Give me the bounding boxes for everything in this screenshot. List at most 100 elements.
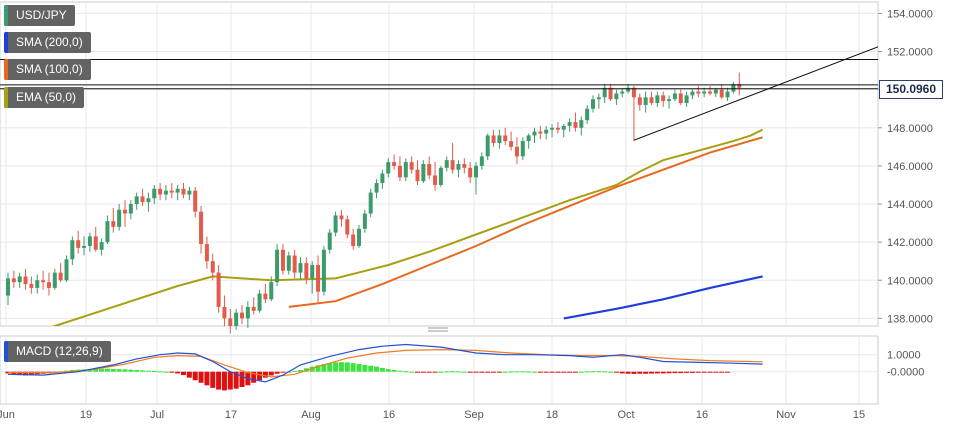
macd-histogram-bar [631, 371, 637, 374]
candle-body [251, 306, 256, 311]
candle-body [245, 306, 250, 319]
macd-histogram-bar [338, 362, 344, 372]
candle-body [479, 156, 484, 166]
candle-body [163, 190, 168, 195]
macd-histogram-bar [28, 371, 34, 376]
candle-body [708, 91, 712, 94]
candle-body [216, 272, 221, 307]
candle-body [257, 293, 262, 311]
legend-sma200-swatch [4, 32, 8, 53]
macd-histogram-bar [713, 371, 719, 373]
candle-body [573, 122, 578, 128]
candle-body [684, 95, 689, 104]
macd-histogram-bar [385, 369, 391, 372]
macd-histogram-bar [584, 371, 590, 373]
macd-pane-frame [0, 335, 879, 405]
candle-body [421, 164, 426, 182]
macd-histogram-bar [467, 371, 473, 373]
macd-histogram-bar [613, 371, 619, 373]
candle-body [351, 234, 356, 246]
macd-histogram-bar [309, 366, 315, 372]
candle-body [275, 249, 280, 283]
candle-body [450, 160, 455, 170]
legend-sma100-label: SMA (100,0) [16, 62, 83, 76]
candle-body [585, 108, 590, 121]
x-tick-label: Sep [464, 409, 484, 421]
x-tick-label: Oct [617, 409, 634, 421]
macd-histogram-bar [262, 371, 268, 378]
y-tick-label: 148.0000 [887, 123, 933, 135]
macd-histogram-bar [344, 362, 350, 372]
candle-body [725, 91, 730, 98]
candle-body [544, 129, 549, 134]
legend-macd-swatch [4, 341, 8, 362]
macd-histogram-bar [479, 371, 485, 373]
candle-body [87, 236, 92, 246]
candle-body [713, 89, 718, 94]
candle-body [52, 272, 57, 288]
macd-histogram-bar [695, 371, 701, 373]
macd-histogram-bar [298, 370, 303, 372]
macd-histogram-bar [104, 368, 110, 372]
candle-body [64, 259, 69, 281]
macd-histogram-bar [379, 367, 385, 372]
macd-histogram-bar [17, 371, 23, 376]
macd-histogram-bar [461, 371, 467, 373]
macd-histogram-bar [485, 371, 491, 373]
y-tick-label: 142.0000 [887, 237, 933, 249]
macd-histogram-bar [239, 371, 245, 387]
candle-body [35, 280, 40, 288]
macd-y-tick-label: 1.0000 [887, 350, 921, 362]
legend-macd[interactable]: MACD (12,26,9) [4, 341, 111, 362]
candle-body [292, 255, 297, 273]
candle-body [532, 131, 537, 136]
macd-histogram-bar [268, 371, 274, 376]
macd-histogram-bar [701, 371, 707, 373]
macd-histogram-bar [537, 371, 543, 373]
macd-histogram-bar [426, 371, 432, 373]
macd-histogram-bar [292, 370, 298, 372]
macd-histogram-bar [602, 371, 608, 373]
candle-body [672, 93, 677, 100]
macd-histogram-bar [192, 371, 198, 381]
candle-body [152, 188, 157, 199]
candle-body [509, 141, 514, 147]
macd-histogram-bar [163, 371, 169, 373]
legend-sma100[interactable]: SMA (100,0) [4, 59, 91, 80]
candle-body [637, 97, 642, 105]
candle-body [123, 209, 127, 214]
macd-histogram-bar [233, 371, 239, 389]
candle-body [46, 282, 51, 288]
macd-histogram-bar [590, 371, 596, 373]
macd-histogram-bar [491, 371, 497, 373]
macd-histogram-bar [409, 371, 415, 373]
candle-body [204, 244, 209, 262]
candle-body [415, 169, 420, 182]
candle-body [462, 164, 467, 168]
legend-ema50-label: EMA (50,0) [16, 90, 77, 104]
legend-ema50[interactable]: EMA (50,0) [4, 87, 85, 108]
candle-body [614, 93, 619, 100]
candle-body [474, 165, 478, 178]
legend-symbol-label: USD/JPY [16, 8, 67, 22]
candle-body [6, 278, 10, 296]
candle-body [117, 209, 122, 227]
macd-histogram-bar [450, 371, 456, 373]
legend-sma200[interactable]: SMA (200,0) [4, 32, 91, 53]
macd-histogram-bar [444, 371, 450, 373]
candle-body [23, 276, 28, 285]
candle-body [181, 188, 186, 195]
y-tick-label: 146.0000 [887, 161, 933, 173]
candle-body [228, 318, 233, 326]
candle-body [368, 192, 373, 214]
macd-line [7, 343, 763, 383]
legend-symbol[interactable]: USD/JPY [4, 5, 75, 26]
candle-body [357, 228, 361, 246]
macd-histogram-bar [216, 371, 222, 390]
macd-y-tick-label: -0.0000 [887, 367, 924, 379]
macd-histogram-bar [333, 362, 339, 372]
macd-histogram-bar [151, 371, 157, 373]
legend-sma200-label: SMA (200,0) [16, 35, 83, 49]
candle-body [643, 97, 648, 105]
candle-body [503, 135, 508, 142]
